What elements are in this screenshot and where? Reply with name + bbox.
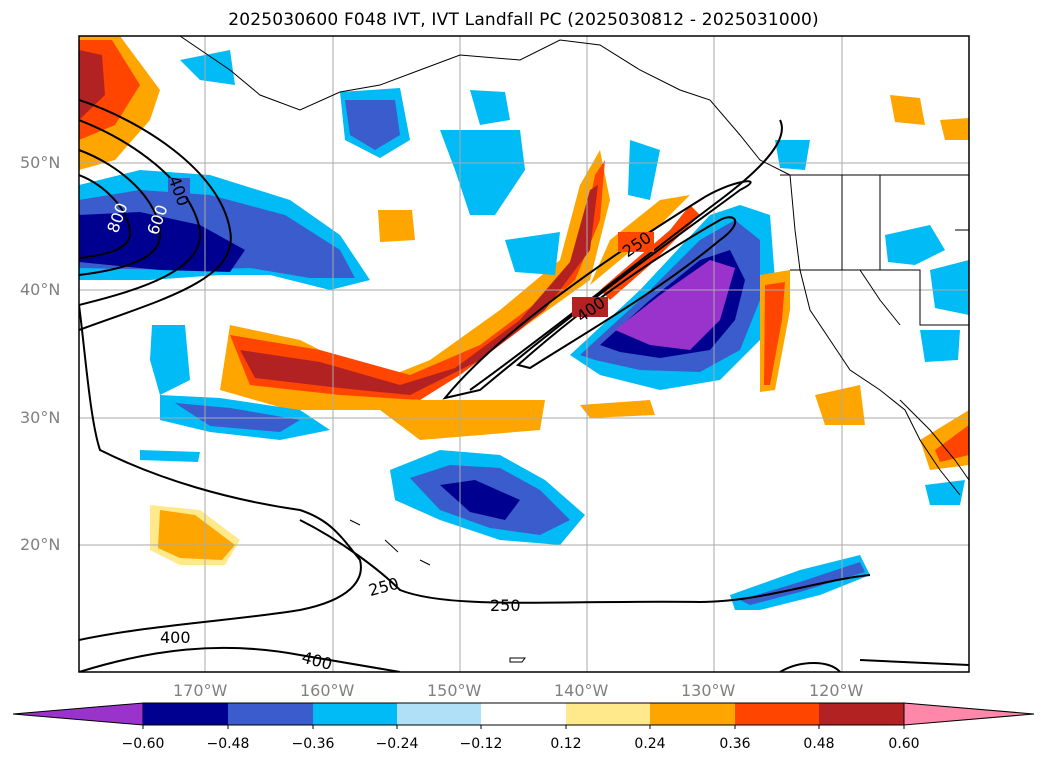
lon-label-170w: 170°W — [173, 681, 228, 700]
lat-label-40n: 40°N — [20, 280, 61, 299]
lon-label-130w: 130°W — [681, 681, 736, 700]
coastlines — [179, 36, 969, 663]
contour-label: 400 — [160, 628, 191, 647]
lat-label-30n: 30°N — [20, 408, 61, 427]
contour-label: 250 — [490, 596, 521, 615]
colorbar — [12, 702, 1035, 729]
colorbar-tick: 0.24 — [634, 736, 666, 752]
colorbar-tick: −0.60 — [121, 736, 165, 752]
colorbar-tick: −0.48 — [206, 736, 250, 752]
lat-label-50n: 50°N — [20, 153, 61, 172]
lon-label-150w: 150°W — [427, 681, 482, 700]
colorbar-tick: −0.12 — [459, 736, 503, 752]
ivt-contours — [79, 99, 969, 672]
colorbar-tick: 0.48 — [803, 736, 835, 752]
figure-title: 2025030600 F048 IVT, IVT Landfall PC (20… — [228, 10, 819, 30]
colorbar-tick: 0.60 — [888, 736, 920, 752]
colorbar-tick: −0.36 — [291, 736, 335, 752]
lat-label-20n: 20°N — [20, 535, 61, 554]
colorbar-tick: 0.12 — [550, 736, 582, 752]
colorbar-tick: −0.24 — [375, 736, 419, 752]
colorbar-tick: 0.36 — [719, 736, 751, 752]
lon-label-160w: 160°W — [300, 681, 355, 700]
map-frame — [78, 35, 970, 673]
lon-label-120w: 120°W — [809, 681, 864, 700]
graticule — [79, 36, 969, 672]
lon-label-140w: 140°W — [554, 681, 609, 700]
